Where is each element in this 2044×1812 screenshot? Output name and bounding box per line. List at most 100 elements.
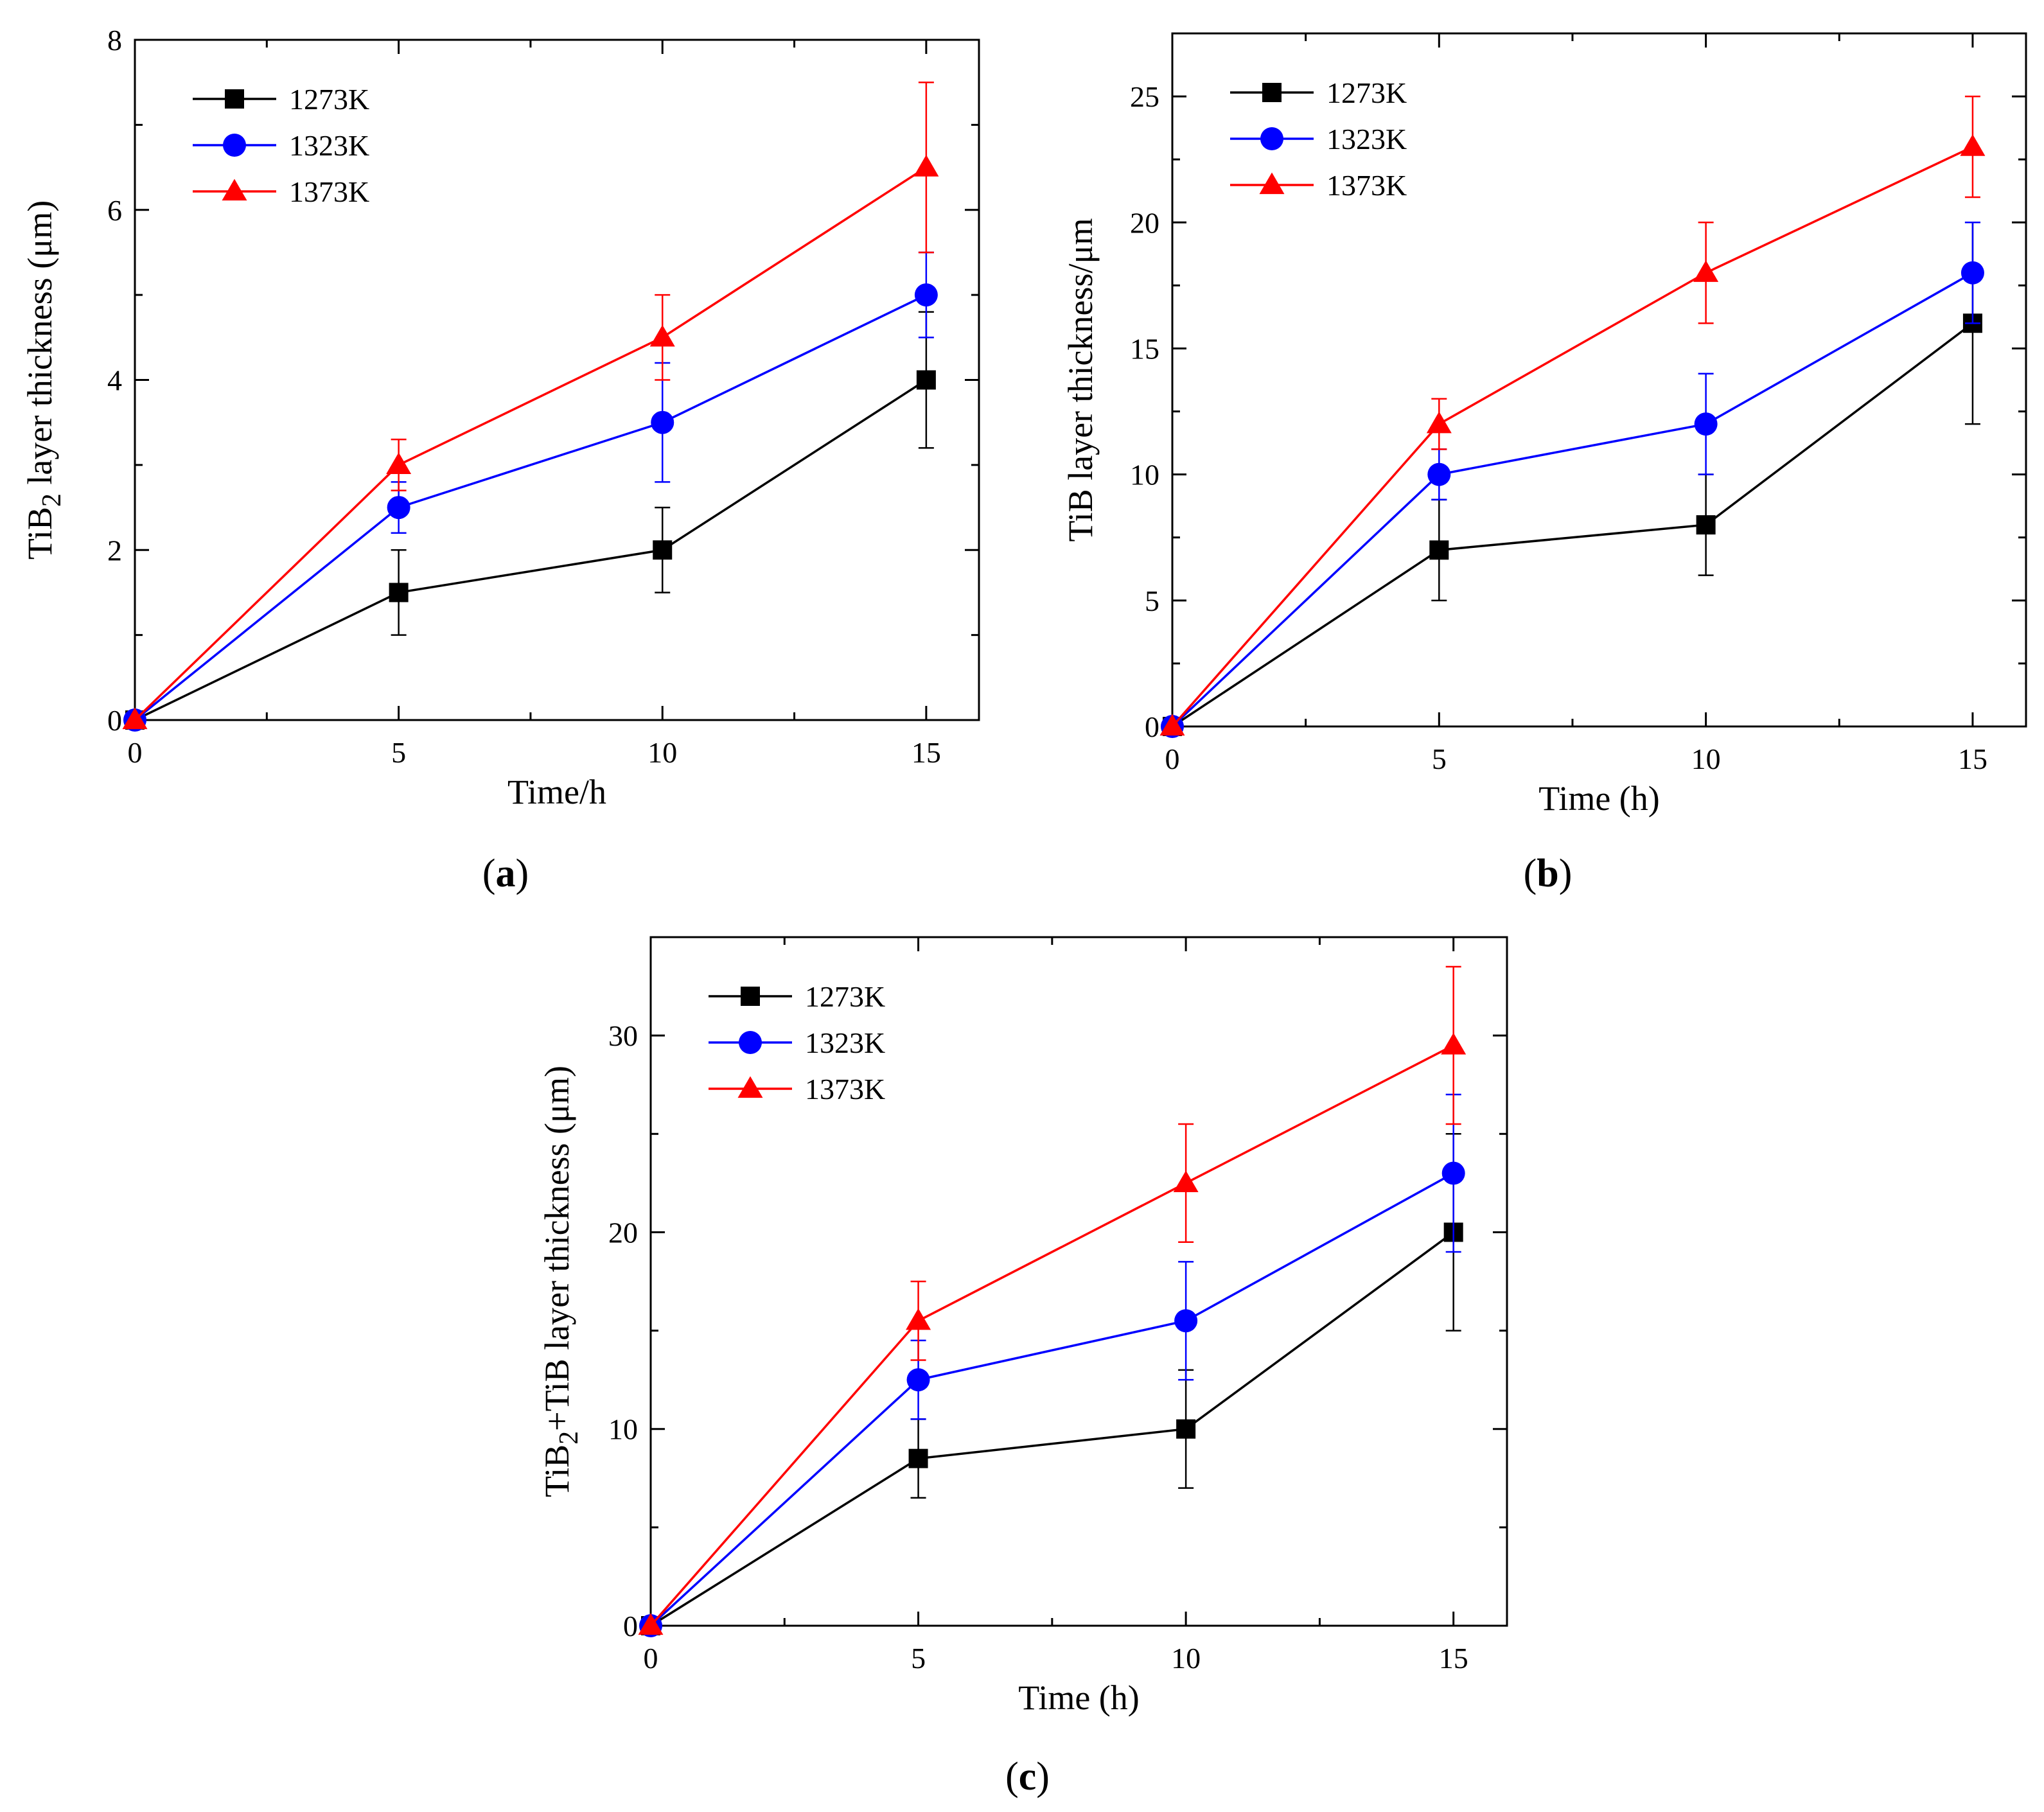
x-tick-label: 15 <box>1958 743 1987 775</box>
series-1373K <box>1159 95 1986 736</box>
data-point <box>386 452 412 475</box>
series-1323K <box>123 251 938 732</box>
series-line <box>1171 145 1973 728</box>
y-axis-label: TiB2+TiB layer thickness (μm) <box>538 1066 584 1497</box>
legend-label: 1373K <box>289 175 369 208</box>
data-point <box>1960 134 1986 156</box>
data-point <box>1693 260 1719 282</box>
legend-marker <box>222 179 247 201</box>
legend-label: 1273K <box>1326 76 1407 109</box>
y-tick-label: 20 <box>1130 206 1159 239</box>
data-point <box>387 496 410 520</box>
series-line <box>650 1231 1454 1627</box>
data-point <box>1960 261 1984 285</box>
x-tick-label: 0 <box>644 1642 658 1675</box>
data-point <box>1426 411 1452 434</box>
series-1323K <box>1161 222 1984 738</box>
series-1273K <box>1163 222 1982 736</box>
chart-panel-c: 0 5 10 15 0 10 20 30 Time (h) TiB2+TiB layer thic… <box>538 936 1508 1799</box>
panel-label: (c) <box>1005 1755 1050 1799</box>
data-point <box>649 324 675 347</box>
data-point <box>1696 515 1716 535</box>
y-tick-label: 10 <box>608 1413 638 1446</box>
y-tick-label: 15 <box>1130 332 1159 365</box>
series-line <box>1172 322 1973 728</box>
x-axis-label: Time (h) <box>1538 779 1660 818</box>
x-tick-label: 10 <box>1171 1642 1201 1675</box>
legend-label: 1323K <box>805 1026 885 1059</box>
y-tick-label: 20 <box>608 1216 638 1249</box>
y-tick-label: 0 <box>623 1610 638 1642</box>
data-point <box>1441 1161 1465 1185</box>
data-point <box>1694 412 1718 436</box>
legend-marker <box>225 89 244 109</box>
legend-label: 1273K <box>805 980 885 1013</box>
y-tick-label: 4 <box>107 364 122 397</box>
y-axis-label: TiB2 layer thickness (μm) <box>21 200 67 559</box>
legend-marker <box>737 1076 763 1098</box>
legend-label: 1323K <box>1326 123 1407 155</box>
legend-marker <box>1259 172 1285 195</box>
x-tick-label: 5 <box>1432 743 1447 775</box>
data-point <box>638 1613 664 1635</box>
y-tick-label: 0 <box>107 704 122 737</box>
y-tick-label: 30 <box>608 1019 638 1052</box>
panel-label: (b) <box>1524 852 1573 895</box>
data-point <box>1176 1419 1196 1439</box>
legend-label: 1373K <box>805 1073 885 1105</box>
x-tick-label: 10 <box>648 736 677 769</box>
data-point <box>1159 714 1185 736</box>
legend-label: 1273K <box>289 83 369 116</box>
legend-label: 1323K <box>289 129 369 162</box>
series-line <box>649 1044 1454 1627</box>
chart-panel-a: 0 5 10 15 0 2 4 6 8 Time/h TiB2 layer thickness (μ… <box>21 24 980 895</box>
data-point <box>913 155 939 177</box>
series-line <box>134 294 927 721</box>
legend-marker <box>223 134 246 157</box>
series-line <box>134 379 927 721</box>
data-point <box>906 1368 930 1392</box>
x-axis-label: Time/h <box>507 773 606 811</box>
legend-marker <box>739 1031 762 1054</box>
plot-frame <box>649 936 1508 1627</box>
data-point <box>653 540 673 560</box>
legend: 1273K 1323K 1373K <box>709 980 885 1105</box>
x-axis-label: Time (h) <box>1018 1678 1140 1717</box>
legend: 1273K 1323K 1373K <box>1230 76 1407 202</box>
series-1373K <box>638 965 1467 1635</box>
plot-frame <box>1171 32 2027 728</box>
x-tick-label: 0 <box>1165 743 1180 775</box>
series-line <box>649 1172 1454 1627</box>
legend: 1273K 1323K 1373K <box>193 83 369 208</box>
data-point <box>389 583 409 603</box>
y-tick-label: 0 <box>1145 710 1159 743</box>
data-point <box>651 410 674 434</box>
legend-label: 1373K <box>1326 169 1407 202</box>
series-line <box>134 166 927 721</box>
x-tick-label: 10 <box>1691 743 1721 775</box>
data-point <box>1429 540 1449 560</box>
series-1273K <box>641 1133 1463 1635</box>
x-tick-label: 15 <box>1439 1642 1468 1675</box>
panel-label: (a) <box>482 852 529 895</box>
data-point <box>906 1308 931 1330</box>
x-tick-label: 5 <box>911 1642 926 1675</box>
y-tick-label: 25 <box>1130 80 1159 113</box>
legend-marker <box>1262 83 1282 102</box>
y-axis-label: TiB layer thickness/μm <box>1061 218 1100 542</box>
y-tick-label: 5 <box>1145 585 1159 617</box>
legend-marker <box>741 987 760 1006</box>
data-point <box>916 370 936 390</box>
legend-marker <box>1260 127 1283 150</box>
data-point <box>122 707 148 730</box>
data-point <box>1174 1309 1198 1333</box>
y-tick-label: 10 <box>1130 459 1159 491</box>
y-tick-label: 6 <box>107 194 122 227</box>
y-tick-label: 8 <box>107 24 122 57</box>
data-point <box>1427 462 1451 486</box>
series-line <box>1171 272 1973 728</box>
y-tick-label: 2 <box>107 534 122 567</box>
data-point <box>1173 1170 1199 1193</box>
x-tick-label: 5 <box>391 736 406 769</box>
